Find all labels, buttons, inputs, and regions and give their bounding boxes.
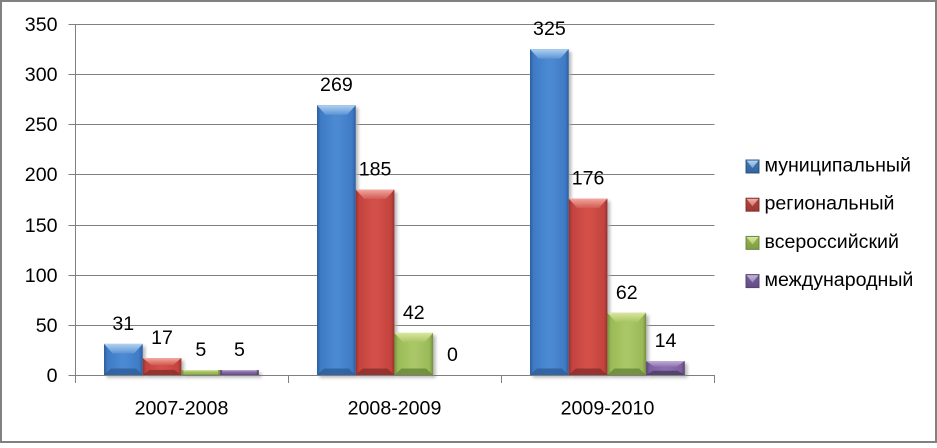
svg-text:350: 350	[25, 14, 58, 36]
svg-text:2008-2009: 2008-2009	[348, 398, 442, 420]
svg-text:0: 0	[447, 344, 458, 366]
svg-text:200: 200	[25, 164, 58, 186]
svg-text:17: 17	[151, 327, 173, 349]
svg-text:42: 42	[403, 302, 425, 324]
svg-text:5: 5	[195, 339, 206, 361]
svg-text:185: 185	[359, 159, 392, 181]
svg-text:62: 62	[616, 282, 638, 304]
svg-text:300: 300	[25, 64, 58, 86]
svg-text:международный: международный	[765, 269, 914, 291]
svg-text:5: 5	[234, 339, 245, 361]
svg-text:0: 0	[47, 365, 58, 387]
svg-text:176: 176	[572, 168, 605, 190]
svg-text:всероссийский: всероссийский	[765, 231, 899, 253]
svg-text:31: 31	[112, 313, 134, 335]
svg-text:325: 325	[533, 18, 566, 40]
svg-text:14: 14	[655, 330, 677, 352]
svg-text:региональный: региональный	[765, 193, 895, 215]
svg-text:муниципальный: муниципальный	[765, 154, 911, 176]
svg-text:50: 50	[36, 315, 58, 337]
svg-text:100: 100	[25, 265, 58, 287]
svg-text:269: 269	[320, 74, 353, 96]
svg-text:250: 250	[25, 114, 58, 136]
svg-text:2007-2008: 2007-2008	[135, 398, 229, 420]
svg-text:2009-2010: 2009-2010	[561, 398, 655, 420]
svg-text:150: 150	[25, 215, 58, 237]
